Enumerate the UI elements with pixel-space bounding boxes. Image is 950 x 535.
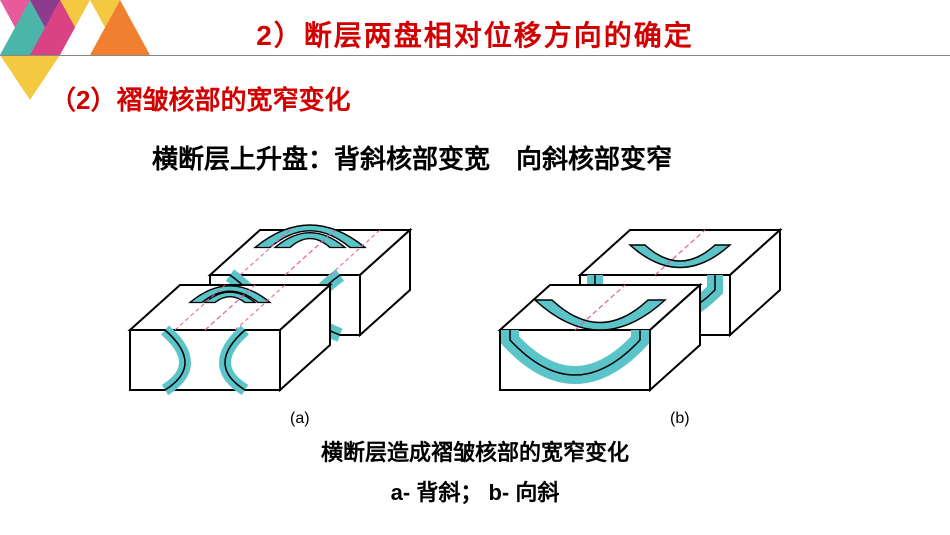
- figure-label-a: (a): [290, 410, 310, 428]
- figure-caption-1: 横断层造成褶皱核部的宽窄变化: [0, 435, 950, 467]
- title-underline: [0, 55, 950, 56]
- figure-label-b: (b): [670, 410, 690, 428]
- page-title: 2）断层两盘相对位移方向的确定: [0, 14, 950, 54]
- geology-figure: [120, 220, 830, 415]
- description-text: 横断层上升盘：背斜核部变宽 向斜核部变窄: [100, 140, 860, 179]
- section-subtitle: （2）褶皱核部的宽窄变化: [50, 80, 350, 117]
- figure-caption-2: a- 背斜； b- 向斜: [0, 475, 950, 507]
